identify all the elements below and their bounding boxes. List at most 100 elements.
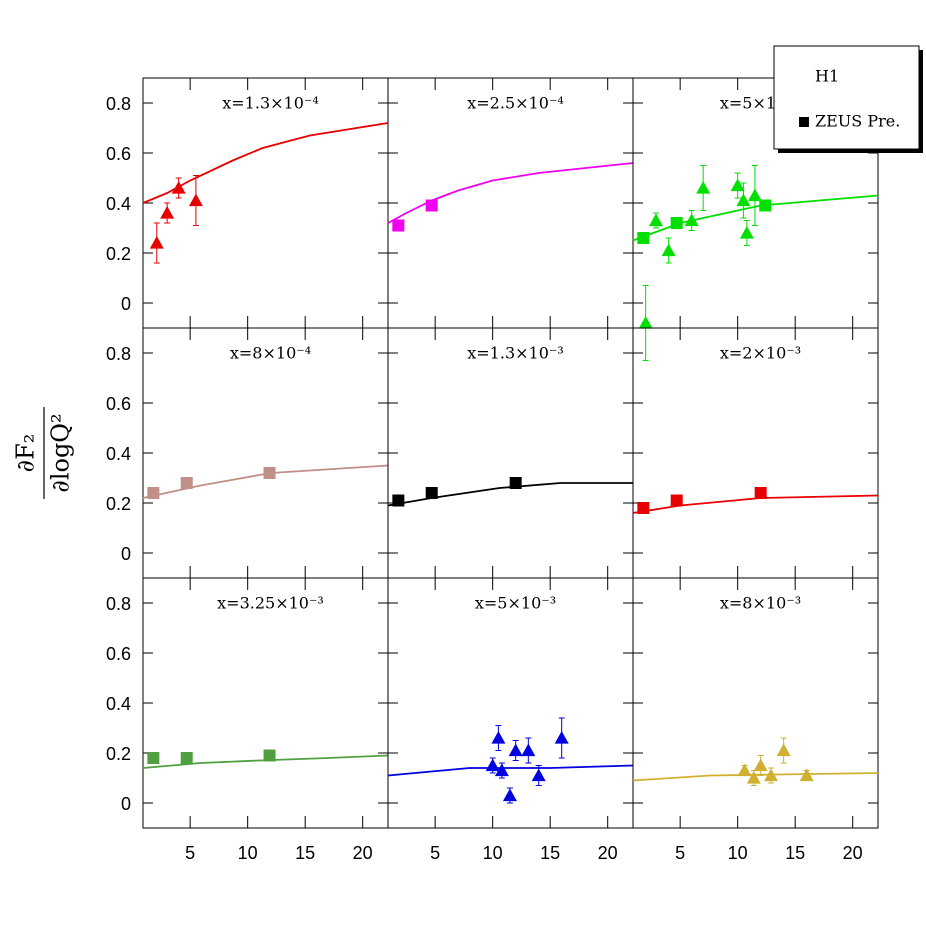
- panel-frame: [142, 327, 389, 579]
- legend: H1 ZEUS Pre.: [773, 45, 923, 153]
- legend-label: ZEUS Pre.: [815, 112, 900, 131]
- h1-point: [531, 768, 546, 782]
- y-label-denominator: ∂logQ²: [47, 413, 75, 492]
- y-tick-label: 0.4: [106, 194, 131, 214]
- h1-point: [638, 316, 653, 329]
- theory-curve: [632, 772, 879, 782]
- h1-point: [649, 213, 664, 227]
- zeus-point: [425, 199, 438, 212]
- zeus-point: [670, 494, 683, 507]
- theory-curve: [142, 122, 389, 204]
- theory-curve: [142, 754, 389, 769]
- zeus-point: [509, 477, 522, 489]
- theory-curve: [387, 162, 634, 224]
- theory-curve: [142, 464, 389, 499]
- y-tick-label: 0: [121, 794, 131, 814]
- legend-box: [773, 45, 920, 150]
- x-tick-label: 5: [675, 843, 685, 863]
- zeus-point: [263, 749, 276, 762]
- panel-frame: [632, 577, 879, 829]
- y-tick-label: 0.8: [106, 594, 131, 614]
- h1-point: [554, 731, 569, 744]
- panel-frame: [387, 327, 634, 579]
- y-tick-label: 0: [121, 294, 131, 314]
- h1-point: [764, 768, 779, 782]
- panel-title: x=1.3×10⁻³: [467, 344, 564, 363]
- x-tick-label: 20: [353, 843, 373, 863]
- x-tick-label: 20: [843, 843, 863, 863]
- h1-point: [746, 771, 761, 784]
- h1-point: [799, 768, 814, 782]
- panel-title: x=5×10⁻³: [475, 594, 556, 613]
- panel-title: x=1.3×10⁻⁴: [222, 94, 319, 113]
- x-tick-label: 15: [540, 843, 560, 863]
- zeus-point: [392, 494, 405, 507]
- x-tick-label: 5: [430, 843, 440, 863]
- x-tick-label: 10: [483, 843, 503, 863]
- zeus-point: [754, 487, 767, 499]
- y-tick-label: 0.8: [106, 344, 131, 364]
- panel-frame: [632, 327, 879, 579]
- h1-point: [739, 226, 754, 239]
- h1-point: [737, 763, 752, 777]
- y-tick-label: 0.2: [106, 494, 131, 514]
- h1-point: [730, 178, 745, 192]
- theory-curve: [632, 494, 879, 514]
- zeus-point: [637, 232, 650, 244]
- h1-point: [661, 243, 676, 257]
- panel-title: x=8×10⁻⁴: [230, 344, 311, 363]
- zeus-point: [637, 502, 650, 514]
- zeus-point: [670, 217, 683, 229]
- h1-point: [736, 193, 751, 207]
- panel-title: x=2.5×10⁻⁴: [467, 94, 564, 113]
- h1-point: [508, 743, 523, 757]
- x-tick-label: 5: [185, 843, 195, 863]
- x-tick-label: 15: [785, 843, 805, 863]
- legend-label: H1: [815, 67, 839, 86]
- y-tick-label: 0.2: [106, 244, 131, 264]
- h1-point: [684, 213, 699, 227]
- x-tick-label: 15: [295, 843, 315, 863]
- h1-point: [491, 731, 506, 744]
- zeus-point: [263, 467, 276, 479]
- h1-point: [521, 743, 536, 757]
- panel-frame: [142, 77, 389, 329]
- zeus-point: [759, 199, 772, 212]
- panel-title: x=8×10⁻³: [720, 594, 801, 613]
- h1-point: [160, 206, 175, 219]
- y-tick-label: 0: [121, 544, 131, 564]
- y-label-numerator: ∂F₂: [12, 434, 40, 473]
- y-tick-label: 0.4: [106, 444, 131, 464]
- h1-point: [485, 758, 500, 772]
- y-tick-label: 0.8: [106, 94, 131, 114]
- zeus-point: [180, 752, 193, 764]
- theory-curve: [387, 482, 633, 507]
- h1-point: [494, 763, 509, 777]
- y-axis-label: ∂F₂ ∂logQ²: [12, 407, 75, 499]
- theory-curve: [387, 764, 634, 777]
- x-tick-label: 20: [598, 843, 618, 863]
- zeus-point: [147, 487, 160, 499]
- panel-title: x=3.25×10⁻³: [217, 594, 324, 613]
- h1-point: [753, 758, 768, 772]
- h1-point: [188, 193, 203, 207]
- y-tick-label: 0.6: [106, 144, 131, 164]
- h1-point: [747, 188, 762, 202]
- h1-point: [502, 788, 517, 802]
- y-tick-label: 0.2: [106, 744, 131, 764]
- legend-marker: [799, 117, 809, 127]
- zeus-point: [147, 752, 160, 764]
- zeus-point: [425, 487, 438, 499]
- zeus-point: [392, 219, 405, 232]
- panel-frame: [142, 577, 389, 829]
- h1-point: [776, 743, 791, 757]
- panel-title: x=2×10⁻³: [720, 344, 801, 363]
- y-tick-label: 0.6: [106, 394, 131, 414]
- x-tick-label: 10: [238, 843, 258, 863]
- h1-point: [171, 181, 186, 194]
- zeus-point: [180, 477, 193, 489]
- y-tick-label: 0.6: [106, 644, 131, 664]
- x-tick-label: 10: [728, 843, 748, 863]
